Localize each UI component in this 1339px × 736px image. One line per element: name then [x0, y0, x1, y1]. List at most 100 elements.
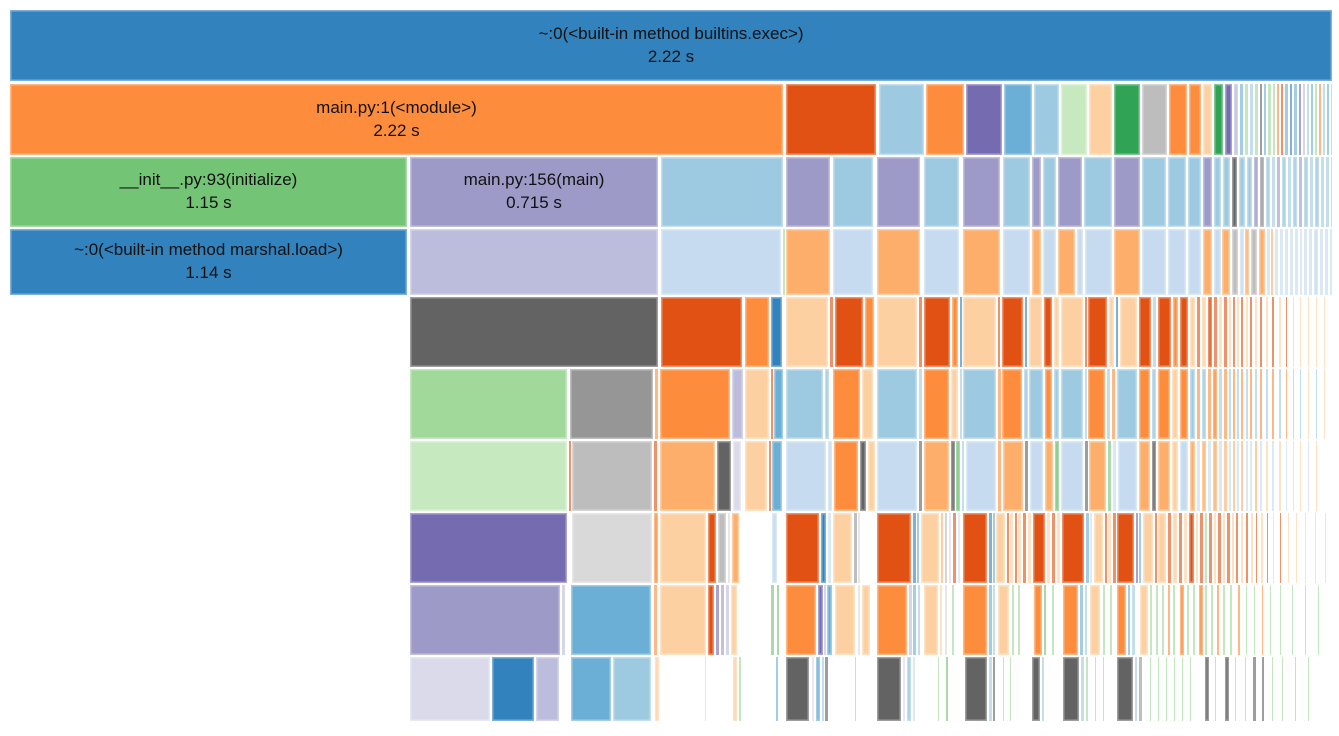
flame-cell[interactable] [1304, 157, 1308, 227]
flame-cell[interactable] [909, 585, 912, 655]
flame-cell[interactable] [1044, 585, 1046, 655]
flame-cell[interactable] [913, 513, 916, 583]
flame-cell[interactable] [786, 513, 819, 583]
flame-cell[interactable] [1162, 585, 1164, 655]
flame-cell[interactable] [1085, 229, 1112, 295]
flame-cell[interactable] [410, 297, 658, 367]
flame-cell[interactable] [1267, 229, 1270, 295]
flame-cell[interactable] [956, 441, 960, 511]
flame-cell[interactable] [913, 585, 916, 655]
flame-cell[interactable] [941, 513, 943, 583]
flame-cell[interactable] [1260, 297, 1262, 367]
flame-cell[interactable] [786, 84, 876, 155]
flame-cell[interactable] [1285, 84, 1288, 155]
flame-cell-labeled[interactable]: main.py:156(main) 0.715 s [410, 157, 658, 227]
flame-cell[interactable] [1266, 441, 1268, 511]
flame-cell[interactable] [963, 513, 987, 583]
flame-cell[interactable] [1010, 657, 1011, 721]
flame-cell[interactable] [1150, 657, 1151, 721]
flame-cell[interactable] [1213, 369, 1217, 439]
flame-cell[interactable] [877, 585, 907, 655]
flame-cell[interactable] [958, 513, 960, 583]
flame-cell[interactable] [1089, 84, 1112, 155]
flame-cell[interactable] [1229, 369, 1231, 439]
flame-cell[interactable] [858, 585, 860, 655]
flame-cell[interactable] [960, 369, 962, 439]
flame-cell[interactable] [833, 369, 860, 439]
flame-cell[interactable] [1308, 297, 1309, 367]
flame-cell[interactable] [1080, 585, 1083, 655]
flame-cell[interactable] [945, 585, 947, 655]
flame-cell[interactable] [1077, 229, 1083, 295]
flame-cell[interactable] [613, 657, 651, 721]
flame-cell[interactable] [1217, 585, 1219, 655]
flame-cell[interactable] [1205, 513, 1207, 583]
flame-cell[interactable] [1230, 585, 1232, 655]
flame-cell[interactable] [786, 157, 830, 227]
flame-cell[interactable] [536, 657, 559, 721]
flame-cell[interactable] [1089, 441, 1106, 511]
flame-cell[interactable] [1188, 157, 1201, 227]
flame-cell[interactable] [1208, 297, 1212, 367]
flame-cell[interactable] [705, 657, 706, 721]
flame-cell[interactable] [1234, 84, 1238, 155]
flame-cell[interactable] [1295, 229, 1298, 295]
flame-cell[interactable] [1296, 513, 1297, 583]
flame-cell[interactable] [1303, 84, 1305, 155]
flame-cell[interactable] [1222, 229, 1230, 295]
flame-cell[interactable] [1225, 657, 1229, 721]
flame-cell[interactable] [1063, 585, 1078, 655]
flame-cell[interactable] [919, 369, 922, 439]
flame-cell[interactable] [660, 369, 730, 439]
flame-cell[interactable] [1018, 513, 1021, 583]
flame-cell[interactable] [1209, 513, 1212, 583]
flame-cell[interactable] [1315, 84, 1317, 155]
flame-cell[interactable] [830, 297, 833, 367]
flame-cell[interactable] [1189, 84, 1201, 155]
flame-cell[interactable] [1114, 84, 1140, 155]
flame-cell[interactable] [1033, 513, 1045, 583]
flame-cell[interactable] [1061, 441, 1083, 511]
flame-cell[interactable] [989, 585, 992, 655]
flame-cell[interactable] [572, 513, 652, 583]
flame-cell[interactable] [1316, 369, 1317, 439]
flame-cell[interactable] [1236, 513, 1238, 583]
flame-cell[interactable] [410, 657, 490, 721]
flame-cell[interactable] [1110, 585, 1112, 655]
flame-cell[interactable] [828, 441, 832, 511]
flame-cell[interactable] [1214, 229, 1221, 295]
flame-cell[interactable] [966, 84, 1002, 155]
flame-cell[interactable] [786, 441, 826, 511]
flame-cell[interactable] [963, 585, 987, 655]
flame-cell[interactable] [1288, 513, 1289, 583]
flame-cell[interactable] [1321, 157, 1324, 227]
flame-cell[interactable] [1240, 229, 1244, 295]
flame-cell[interactable] [1109, 297, 1114, 367]
flame-cell[interactable] [1215, 657, 1216, 721]
flame-cell[interactable] [926, 84, 964, 155]
flame-cell[interactable] [1275, 229, 1278, 295]
flame-cell[interactable] [1114, 229, 1140, 295]
flame-cell[interactable] [1214, 513, 1216, 583]
flame-cell[interactable] [960, 297, 962, 367]
flame-cell[interactable] [1168, 229, 1186, 295]
flame-cell[interactable] [1117, 369, 1137, 439]
flame-cell[interactable] [833, 229, 873, 295]
flame-cell[interactable] [963, 157, 1000, 227]
flame-cell[interactable] [1223, 513, 1225, 583]
flame-cell[interactable] [945, 513, 947, 583]
flame-cell[interactable] [1279, 441, 1281, 511]
flame-cell[interactable] [1173, 585, 1175, 655]
flame-cell[interactable] [1023, 513, 1026, 583]
flame-cell[interactable] [1237, 441, 1239, 511]
flame-cell[interactable] [1310, 157, 1313, 227]
flame-cell[interactable] [1286, 369, 1287, 439]
flame-cell[interactable] [708, 513, 716, 583]
flame-cell[interactable] [1180, 585, 1184, 655]
flame-cell[interactable] [739, 657, 741, 721]
flame-cell[interactable] [1293, 297, 1294, 367]
flame-cell[interactable] [1052, 585, 1054, 655]
flame-cell[interactable] [771, 297, 782, 367]
flame-cell[interactable] [1251, 229, 1257, 295]
flame-cell[interactable] [1081, 657, 1084, 721]
